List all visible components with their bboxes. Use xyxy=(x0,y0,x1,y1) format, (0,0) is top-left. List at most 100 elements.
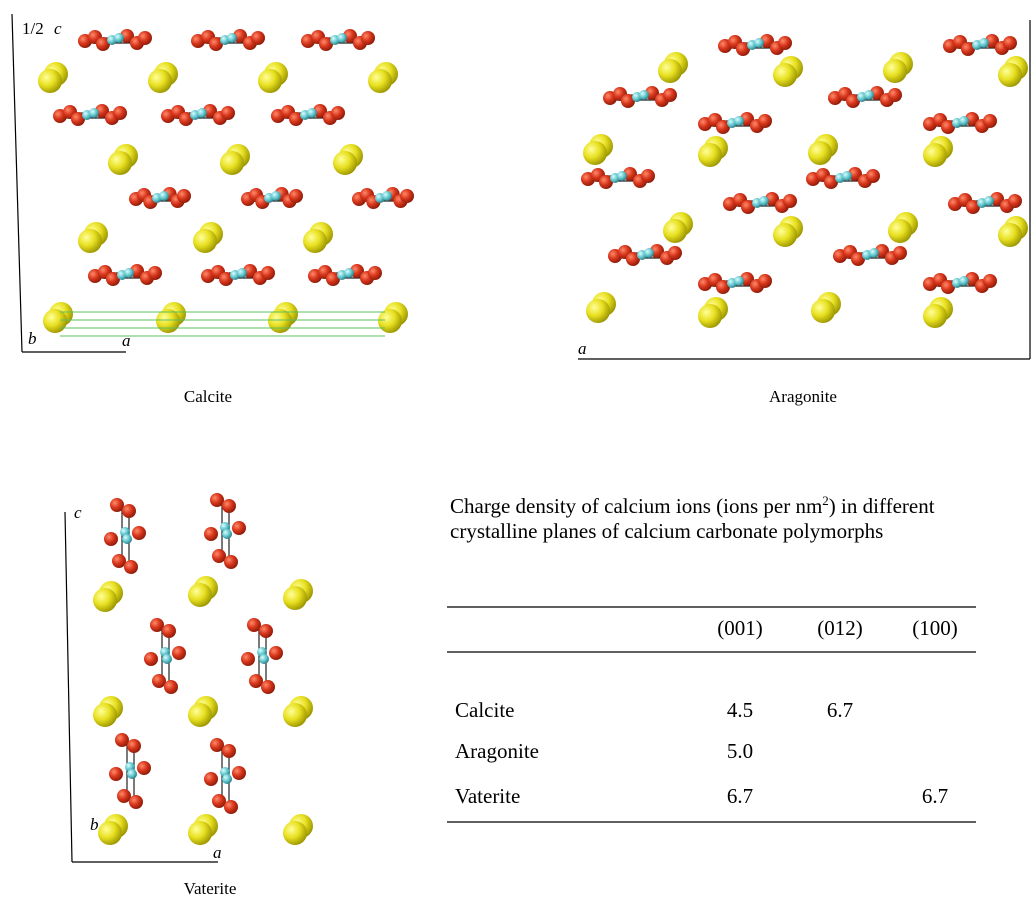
carbon xyxy=(159,191,169,201)
carbon xyxy=(979,38,989,48)
oxygen xyxy=(152,674,166,688)
calcium xyxy=(998,223,1022,247)
carbon xyxy=(237,268,247,278)
axis-label: b xyxy=(90,815,99,834)
calcium xyxy=(663,219,687,243)
calcium xyxy=(888,219,912,243)
calcium xyxy=(333,151,357,175)
calcium xyxy=(773,223,797,247)
oxygen xyxy=(261,680,275,694)
unit-cell xyxy=(60,312,385,336)
title-text: Charge density of calcium ions (ions per… xyxy=(450,494,822,518)
oxygen xyxy=(249,674,263,688)
calcium xyxy=(378,309,402,333)
calcium xyxy=(93,703,117,727)
oxygen xyxy=(866,169,880,183)
axis-label: 1/2 xyxy=(22,19,44,38)
oxygen xyxy=(113,106,127,120)
oxygen xyxy=(110,498,124,512)
calcium xyxy=(78,229,102,253)
calcium xyxy=(188,703,212,727)
carbon xyxy=(307,108,317,118)
oxygen xyxy=(127,739,141,753)
carbon xyxy=(122,534,132,544)
carbon xyxy=(344,268,354,278)
oxygen xyxy=(893,246,907,260)
calcium xyxy=(998,63,1022,87)
oxygen xyxy=(104,532,118,546)
oxygen xyxy=(289,189,303,203)
oxygen xyxy=(241,652,255,666)
column-header: (001) xyxy=(717,616,763,640)
oxygen xyxy=(138,31,152,45)
carbon xyxy=(127,769,137,779)
calcium xyxy=(773,63,797,87)
figure: 1/2 c b a Calcite a Aragonite c b a Vate… xyxy=(0,0,1034,902)
oxygen xyxy=(112,554,126,568)
row-label: Vaterite xyxy=(455,784,520,808)
row-label: Aragonite xyxy=(455,739,539,763)
oxygen xyxy=(162,624,176,638)
calcium xyxy=(193,229,217,253)
calcium xyxy=(258,69,282,93)
carbon xyxy=(959,116,969,126)
carbon xyxy=(734,116,744,126)
calcium xyxy=(883,59,907,83)
oxygen xyxy=(204,527,218,541)
calcium xyxy=(283,821,307,845)
column-header: (012) xyxy=(817,616,863,640)
axis-label: b xyxy=(28,329,37,348)
calcium xyxy=(98,821,122,845)
oxygen xyxy=(778,36,792,50)
oxygen xyxy=(400,189,414,203)
oxygen xyxy=(148,266,162,280)
calcium xyxy=(368,69,392,93)
oxygen xyxy=(210,738,224,752)
oxygen xyxy=(1008,194,1022,208)
carbon xyxy=(842,171,852,181)
calcium xyxy=(283,703,307,727)
carbon xyxy=(124,268,134,278)
calcium xyxy=(220,151,244,175)
calcium xyxy=(156,309,180,333)
figure-canvas: 1/2 c b a Calcite a Aragonite c b a Vate… xyxy=(0,0,1034,902)
oxygen xyxy=(983,274,997,288)
axis-label: a xyxy=(122,331,131,350)
carbon xyxy=(617,171,627,181)
calcium xyxy=(923,304,947,328)
oxygen xyxy=(137,761,151,775)
table-rules xyxy=(447,607,976,822)
carbon xyxy=(644,248,654,258)
oxygen xyxy=(668,246,682,260)
carbon xyxy=(984,196,994,206)
carbon xyxy=(222,774,232,784)
calcium xyxy=(698,143,722,167)
oxygen xyxy=(224,555,238,569)
oxygen xyxy=(129,795,143,809)
oxygen xyxy=(758,114,772,128)
carbon xyxy=(337,33,347,43)
carbon xyxy=(864,90,874,100)
calcium xyxy=(93,588,117,612)
calcium xyxy=(38,69,62,93)
oxygen xyxy=(212,549,226,563)
oxygen xyxy=(109,767,123,781)
oxygen xyxy=(361,31,375,45)
carbon xyxy=(89,108,99,118)
carbon xyxy=(227,33,237,43)
oxygen xyxy=(663,88,677,102)
carbon xyxy=(222,529,232,539)
oxygen xyxy=(758,274,772,288)
carbon xyxy=(869,248,879,258)
calcium xyxy=(148,69,172,93)
oxygen xyxy=(221,106,235,120)
oxygen xyxy=(259,624,273,638)
calcium xyxy=(698,304,722,328)
oxygen xyxy=(132,526,146,540)
carbon xyxy=(114,33,124,43)
calcium xyxy=(658,59,682,83)
oxygen xyxy=(122,504,136,518)
carbon xyxy=(734,276,744,286)
calcium xyxy=(188,821,212,845)
calcium xyxy=(268,309,292,333)
